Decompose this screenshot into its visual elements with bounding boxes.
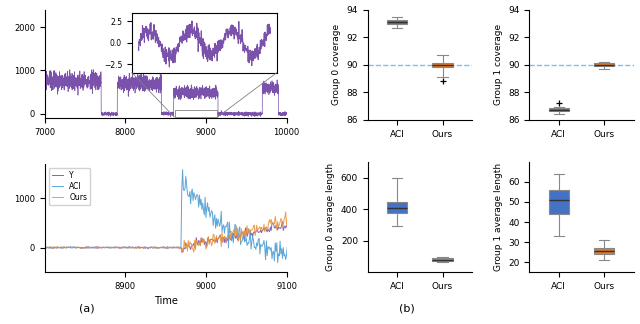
Y-axis label: Group 1 average length: Group 1 average length [493, 163, 502, 271]
Bar [175, 110, 217, 117]
Y-axis label: Group 1 coverage: Group 1 coverage [493, 24, 502, 105]
Y-axis label: Group 0 coverage: Group 0 coverage [332, 24, 341, 105]
Y [93, 245, 101, 249]
PathPatch shape [594, 64, 614, 66]
ACI [179, 168, 186, 171]
Line: Ours: Ours [45, 212, 303, 253]
Y [41, 245, 49, 249]
ACI [274, 260, 282, 264]
Y [225, 237, 232, 241]
Y [156, 246, 163, 250]
Text: (b): (b) [399, 303, 414, 313]
Line: Y: Y [45, 219, 303, 252]
Ours [299, 213, 307, 217]
Ours [41, 246, 49, 249]
Ours [204, 240, 211, 244]
Text: (a): (a) [79, 303, 94, 313]
PathPatch shape [548, 108, 569, 111]
ACI [299, 250, 307, 254]
Ours [93, 245, 101, 249]
X-axis label: Time: Time [154, 296, 177, 307]
PathPatch shape [594, 248, 614, 254]
Ours [274, 220, 282, 224]
ACI [196, 203, 204, 207]
Ours [296, 210, 303, 214]
PathPatch shape [433, 258, 452, 261]
Y-axis label: Group 0 average length: Group 0 average length [326, 163, 335, 271]
Y [179, 250, 186, 254]
ACI [225, 246, 232, 250]
ACI [204, 201, 211, 205]
PathPatch shape [387, 202, 408, 213]
Ours [196, 243, 204, 247]
Y [299, 218, 307, 222]
ACI [275, 252, 282, 256]
ACI [41, 246, 49, 249]
Ours [225, 234, 232, 238]
Y [288, 217, 296, 221]
Line: ACI: ACI [45, 169, 303, 262]
Y [196, 244, 204, 248]
Legend: Y, ACI, Ours: Y, ACI, Ours [49, 168, 90, 205]
PathPatch shape [433, 64, 452, 67]
PathPatch shape [548, 190, 569, 214]
ACI [156, 246, 163, 249]
Y [204, 237, 211, 241]
Ours [178, 251, 186, 255]
ACI [93, 246, 101, 250]
PathPatch shape [387, 20, 408, 24]
Y [274, 228, 282, 232]
Ours [156, 246, 163, 250]
